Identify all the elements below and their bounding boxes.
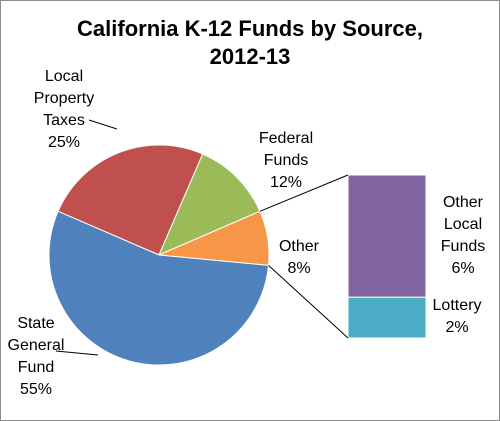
connector-line-bottom (268, 264, 349, 339)
pie-label-local-line: Local (45, 68, 83, 85)
pie-slice-federal (158, 153, 261, 256)
pie-label-local-line: Property (34, 90, 94, 107)
pie-label-state-line: State (17, 315, 54, 332)
chart-title-line-2: 2012-13 (209, 44, 291, 69)
connector-line-top (259, 174, 349, 212)
chart-title-line-1: California K-12 Funds by Source, (77, 16, 423, 41)
pie-label-other-line: 8% (287, 260, 310, 277)
pie-label-other-line: Other (279, 238, 320, 255)
pie-label-state: State General Fund 55% (8, 315, 65, 398)
pie-slice-local (57, 144, 204, 256)
leader-line-state (55, 350, 99, 356)
pie-label-state-line: Fund (18, 359, 54, 376)
bar-label-other_local-line: Other (443, 194, 484, 211)
bar-label-other_local: Other Local Funds 6% (441, 194, 485, 277)
pie-label-other: Other 8% (279, 238, 320, 277)
pie-label-local: Local Property Taxes 25% (34, 68, 94, 151)
bar-label-lottery-line: 2% (445, 319, 468, 336)
pie-label-federal-line: Federal (259, 130, 313, 147)
bar-label-lottery: Lottery 2% (433, 297, 482, 336)
bar-label-other_local-line: Funds (441, 238, 485, 255)
leader-line-local (88, 119, 118, 130)
bar-label-other_local-line: Local (444, 216, 482, 233)
bar-label-other_local-line: 6% (451, 260, 474, 277)
bar-segment-lottery (347, 296, 427, 339)
pie-label-local-line: 25% (48, 134, 80, 151)
bar-label-lottery-line: Lottery (433, 297, 482, 314)
pie-label-federal-line: 12% (270, 174, 302, 191)
chart-title: California K-12 Funds by Source, 2012-13 (1, 15, 499, 71)
pie-label-local-line: Taxes (43, 112, 85, 129)
pie-label-state-line: 55% (20, 381, 52, 398)
bar-segment-other_local (347, 174, 427, 298)
pie-label-state-line: General (8, 337, 65, 354)
pie-slice-state (48, 210, 270, 366)
pie-label-federal: Federal Funds 12% (259, 130, 313, 191)
pie-label-federal-line: Funds (264, 152, 308, 169)
